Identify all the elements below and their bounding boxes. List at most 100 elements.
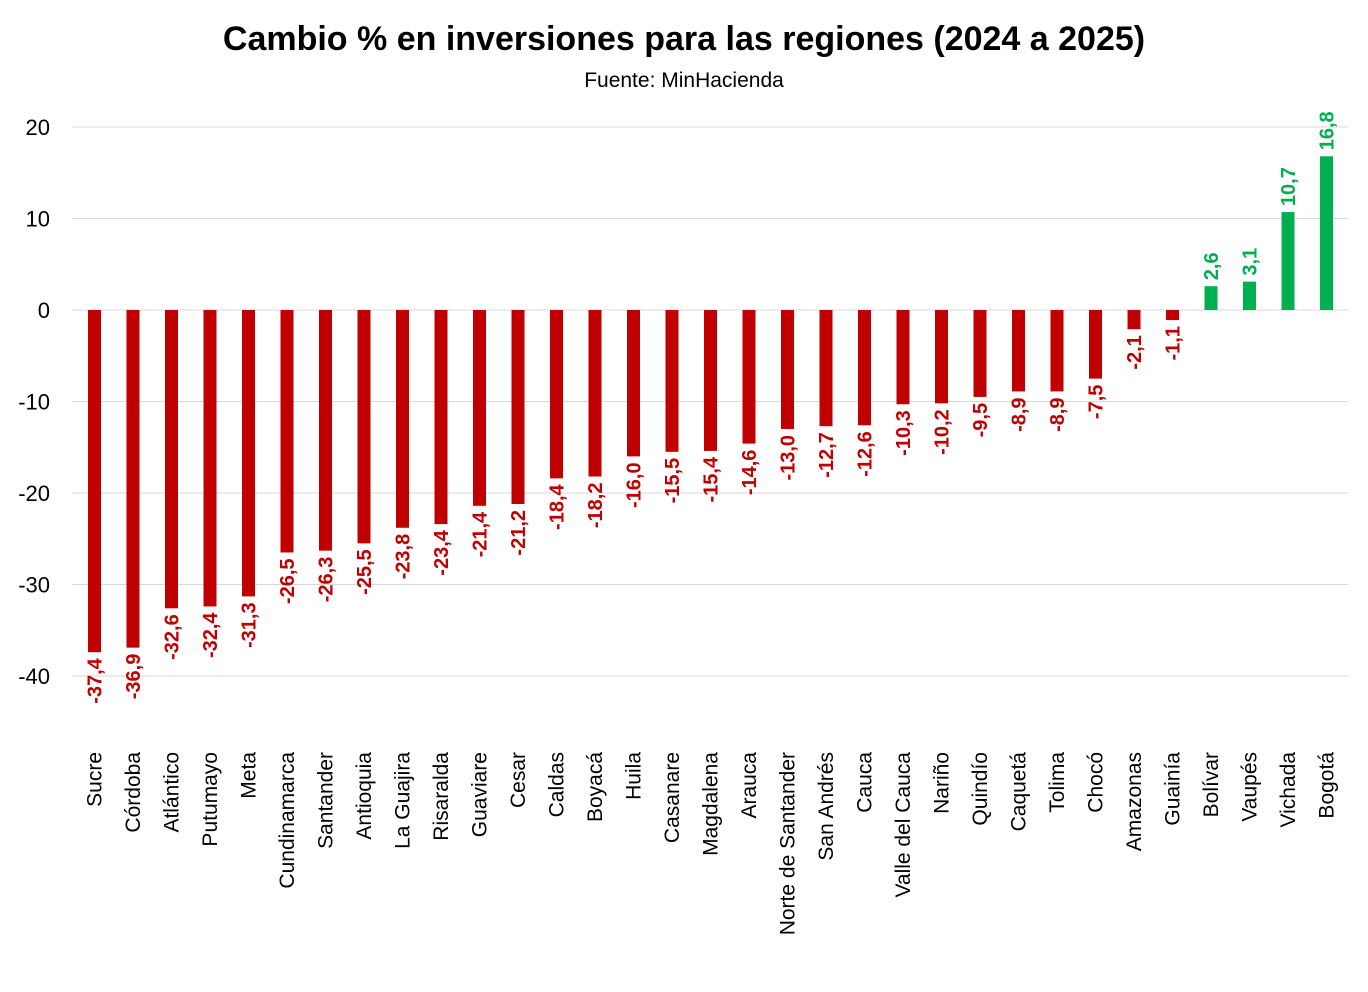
category-label: Arauca <box>738 752 761 819</box>
category-label: Norte de Santander <box>777 752 800 935</box>
data-label: -31,3 <box>239 602 261 648</box>
y-tick-label: -40 <box>18 664 50 689</box>
category-label: Antioquia <box>353 752 376 840</box>
data-label: -7,5 <box>1086 385 1108 419</box>
category-label: Chocó <box>1085 752 1108 813</box>
bar-28 <box>1166 310 1179 321</box>
data-label: -8,9 <box>1047 397 1069 431</box>
bar-14 <box>627 310 640 457</box>
data-label: -13,0 <box>778 435 800 481</box>
data-label: -18,4 <box>547 483 569 529</box>
category-label: Nariño <box>931 752 954 814</box>
chart-title: Cambio % en inversiones para las regione… <box>222 20 1146 58</box>
y-tick-label: -20 <box>18 481 50 506</box>
data-label: -26,3 <box>316 557 338 603</box>
bar-6 <box>319 310 332 551</box>
bar-10 <box>473 310 486 506</box>
bar-12 <box>550 310 563 479</box>
category-label: Risaralda <box>430 752 453 841</box>
category-label: Vaupés <box>1239 752 1262 822</box>
bar-11 <box>511 310 525 504</box>
data-labels: -37,4 -36,9 -32,6 -32,4 -31,3 -26,5 -26,3 -25,5… <box>85 111 1339 703</box>
bar-7 <box>357 310 371 544</box>
data-label: -12,6 <box>855 431 877 477</box>
category-label: Cesar <box>507 752 530 808</box>
category-labels: Sucre Córdoba Atlántico Putumayo Meta Cundina… <box>84 752 1339 936</box>
bar-1 <box>126 310 140 648</box>
y-tick-label: -30 <box>18 573 50 598</box>
category-label: Meta <box>238 752 261 799</box>
bar-29 <box>1204 286 1218 310</box>
bar-5 <box>280 310 294 553</box>
category-label: Santander <box>315 752 338 849</box>
bar-21 <box>896 310 910 405</box>
data-label: -18,2 <box>585 483 607 529</box>
category-label: Tolima <box>1046 752 1069 813</box>
bar-18 <box>781 310 794 429</box>
data-label: -9,5 <box>970 403 992 437</box>
bar-24 <box>1012 310 1025 392</box>
bar-8 <box>396 310 409 528</box>
bar-17 <box>742 310 756 444</box>
data-label: -21,4 <box>470 511 492 557</box>
category-label: Boyacá <box>584 752 607 822</box>
y-tick-label: 20 <box>26 115 50 140</box>
bar-31 <box>1281 212 1295 310</box>
data-label: -1,1 <box>1163 326 1185 360</box>
bar-19 <box>819 310 833 427</box>
data-label: -15,5 <box>662 458 684 504</box>
data-label: -10,2 <box>932 409 954 455</box>
bar-26 <box>1089 310 1102 379</box>
category-label: Valle del Cauca <box>892 752 915 898</box>
category-label: Huila <box>623 752 646 800</box>
bar-13 <box>588 310 602 477</box>
data-label: -12,7 <box>816 432 838 478</box>
category-label: Guaviare <box>469 752 492 837</box>
data-label: -37,4 <box>85 657 107 703</box>
data-label: -23,8 <box>393 534 415 580</box>
data-label: -16,0 <box>624 462 646 508</box>
category-label: Cundinamarca <box>276 752 299 889</box>
category-label: Putumayo <box>199 752 222 847</box>
bar-30 <box>1243 281 1256 310</box>
data-label: -2,1 <box>1124 335 1146 369</box>
category-label: San Andrés <box>815 752 838 861</box>
y-tick-label: 10 <box>26 207 50 232</box>
data-label: 16,8 <box>1317 111 1339 150</box>
data-label: 2,6 <box>1201 252 1223 280</box>
data-label: -36,9 <box>123 654 145 700</box>
bar-3 <box>203 310 217 607</box>
category-label: Amazonas <box>1123 752 1146 851</box>
category-label: La Guajira <box>392 752 415 849</box>
category-label: Sucre <box>84 752 107 807</box>
data-label: -15,4 <box>701 456 723 502</box>
bar-0 <box>88 310 101 653</box>
chart-subtitle: Fuente: MinHacienda <box>584 69 784 92</box>
bar-22 <box>935 310 948 404</box>
category-label: Caquetá <box>1008 752 1031 832</box>
data-label: -25,5 <box>354 549 376 595</box>
bar-23 <box>973 310 987 397</box>
data-label: -23,4 <box>431 529 453 575</box>
bar-2 <box>165 310 178 609</box>
category-label: Guainía <box>1162 752 1185 826</box>
category-label: Casanare <box>661 752 684 843</box>
category-label: Caldas <box>546 752 569 817</box>
bar-32 <box>1320 156 1333 310</box>
category-label: Atlántico <box>161 752 184 833</box>
data-label: -32,6 <box>162 614 184 660</box>
category-label: Córdoba <box>122 752 145 833</box>
category-label: Magdalena <box>700 752 723 856</box>
data-label: -21,2 <box>508 510 530 556</box>
bar-20 <box>858 310 871 426</box>
data-label: -10,3 <box>893 410 915 456</box>
data-label: -8,9 <box>1009 397 1031 431</box>
category-label: Vichada <box>1277 752 1300 828</box>
bar-4 <box>242 310 255 597</box>
data-label: 10,7 <box>1278 167 1300 206</box>
y-axis-ticks: 20 10 0 -10 -20 -30 -40 <box>18 115 50 689</box>
category-label: Bolívar <box>1200 752 1223 817</box>
category-label: Quindío <box>969 752 992 826</box>
bar-16 <box>704 310 717 451</box>
